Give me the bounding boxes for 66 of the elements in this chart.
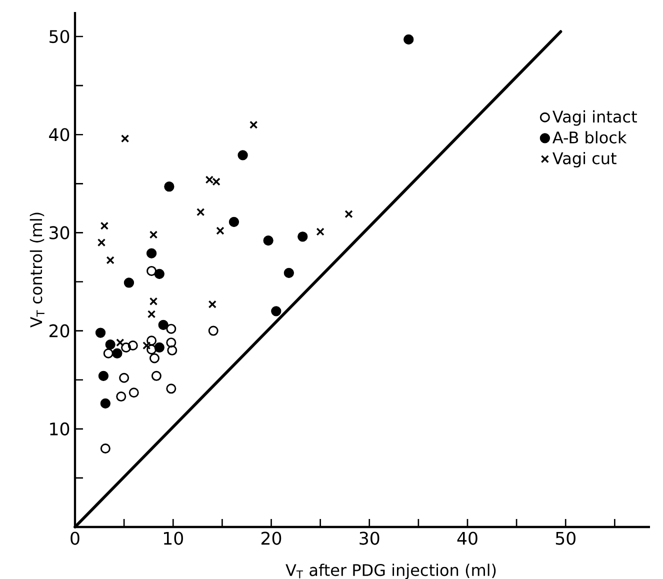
point — [216, 226, 224, 235]
point — [149, 297, 158, 306]
point — [154, 342, 164, 353]
point — [146, 344, 157, 354]
point — [100, 222, 109, 230]
point — [106, 256, 114, 264]
point — [284, 268, 294, 278]
point — [263, 235, 274, 246]
point — [344, 210, 353, 218]
point — [238, 150, 248, 160]
point — [121, 342, 132, 352]
point — [100, 444, 110, 454]
point — [166, 324, 176, 334]
point — [116, 392, 126, 402]
point — [208, 326, 218, 336]
point — [147, 310, 156, 318]
point — [105, 339, 116, 350]
point — [119, 372, 130, 383]
point — [208, 300, 216, 308]
x-tick-label: 20 — [261, 532, 282, 545]
point — [100, 398, 110, 408]
point — [164, 182, 174, 192]
x-tick-label: 50 — [556, 532, 576, 545]
point — [271, 306, 282, 316]
point — [166, 338, 176, 348]
y-tick-label: 50 — [50, 30, 70, 44]
point — [316, 228, 324, 236]
y-axis-title: V$_{T}$ control (ml) — [30, 212, 44, 328]
point — [103, 348, 114, 358]
point — [166, 384, 176, 394]
y-tick-label: 30 — [50, 226, 70, 240]
legend-label: A-B block — [552, 131, 627, 144]
point — [95, 328, 106, 338]
point — [98, 370, 109, 382]
point — [120, 134, 130, 143]
point — [404, 34, 414, 45]
y-tick-label: 10 — [50, 422, 70, 436]
legend-label: Vagi cut — [552, 152, 616, 168]
point — [250, 120, 258, 129]
point — [154, 268, 164, 279]
point — [116, 338, 124, 347]
y-tick-label: 20 — [50, 324, 70, 338]
point — [128, 340, 138, 351]
point — [124, 278, 134, 288]
x-tick-label: 40 — [457, 532, 478, 545]
point — [298, 232, 308, 242]
point — [146, 336, 157, 346]
point — [151, 370, 162, 381]
x-tick-label: 10 — [164, 532, 183, 545]
point — [97, 238, 106, 247]
x-tick-label: 30 — [360, 532, 380, 545]
point — [149, 353, 160, 364]
point — [149, 230, 158, 239]
point — [196, 208, 205, 216]
point — [128, 388, 139, 398]
point — [112, 348, 122, 358]
point — [158, 320, 168, 330]
point — [167, 345, 178, 356]
point — [142, 341, 151, 350]
point — [146, 248, 157, 258]
legend-label: Vagi intact — [552, 110, 637, 126]
point — [146, 266, 157, 276]
point — [228, 216, 240, 227]
x-axis-title: V$_{T}$ after PDG injection (ml) — [286, 564, 496, 579]
y-tick-label: 40 — [49, 128, 70, 142]
x-tick-label: 0 — [70, 532, 80, 545]
